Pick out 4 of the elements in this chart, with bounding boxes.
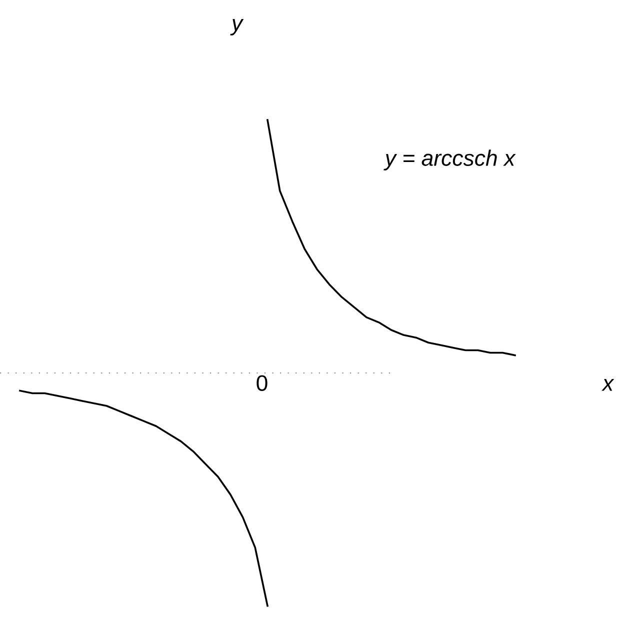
- y-axis-title: y: [230, 19, 244, 36]
- annotation: y = arccsch x: [384, 150, 516, 170]
- annotation: 0: [256, 375, 268, 391]
- x-axis-title: x: [602, 379, 614, 391]
